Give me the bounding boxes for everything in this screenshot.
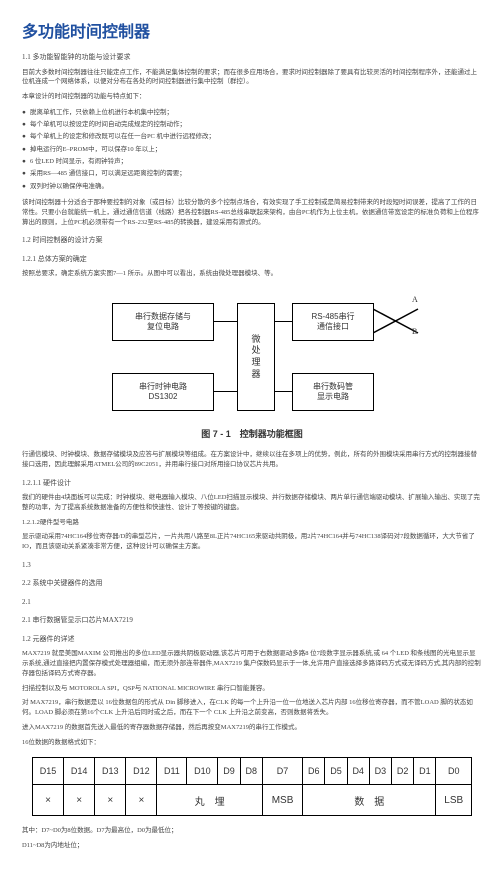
list-item: 采用RS—485 通信接口，可以满足远距离控制的需要； [22, 168, 482, 180]
table-cell: × [126, 785, 157, 816]
label-b: B [412, 327, 417, 336]
paragraph: 扫描控制以及与 MOTOROLA SPI，QSP与 NATIONAL MICRO… [22, 684, 482, 694]
table-cell: D8 [240, 758, 262, 785]
box-label: RS-485串行 [311, 312, 354, 322]
table-cell: D6 [303, 758, 325, 785]
table-cell: D12 [126, 758, 157, 785]
table-cell: D11 [157, 758, 187, 785]
paragraph: 行通信模块、时钟模块、数据存储模块及应答与扩展模块等组成。在方案设计中，继续以往… [22, 450, 482, 470]
table-cell: D3 [369, 758, 391, 785]
diagram-box: 串行数码管 显示电路 [292, 373, 374, 411]
bit-format-table: D15 D14 D13 D12 D11 D10 D9 D8 D7 D6 D5 D… [32, 757, 472, 816]
diagram-box: 串行时钟电路 DS1302 [112, 373, 214, 411]
box-label: 通信接口 [317, 322, 349, 332]
feature-list: 脱离单机工作，只依赖上位机进行本机集中控制； 每个单机可以按设定的时间自动完成规… [22, 107, 482, 193]
box-label: 微 [251, 334, 260, 346]
paragraph: 其中：D7~D0为8位数据。D7为最高位，D0为最低位； [22, 826, 482, 836]
table-cell: × [95, 785, 126, 816]
section-number: 2.1 串行数据管显示口芯片MAX7219 [22, 615, 482, 626]
list-item: 每个单机上的设定和修改既可以在任一台PC 机中进行远程修改； [22, 131, 482, 143]
diagram-box: RS-485串行 通信接口 [292, 303, 374, 341]
table-cell: MSB [262, 785, 302, 816]
box-label: 串行数码管 [313, 382, 353, 392]
paragraph: MAX7219 就是美国MAXIM 公司推出的多位LED显示器共阴极驱动器,该芯… [22, 649, 482, 678]
paragraph: 进入MAX7219 的数据首先送入最低的寄存器数据存储器，然后再按变MAX721… [22, 723, 482, 733]
table-cell: × [64, 785, 95, 816]
box-label: 串行数据存储与 [135, 312, 191, 322]
table-cell: D7 [262, 758, 302, 785]
paragraph: 本章设计的时间控制器的功能与特点如下： [22, 92, 482, 102]
table-row: D15 D14 D13 D12 D11 D10 D9 D8 D7 D6 D5 D… [33, 758, 472, 785]
paragraph: 按照总要求，确定系统方案实图7—1 所示。从图中可以看出，系统由微处理器模块、等… [22, 269, 482, 279]
paragraph: 我们的硬件由4块面板可以完成：时钟模块、继电器输入模块、八位LED扫描显示模块、… [22, 493, 482, 513]
paragraph: 目前大多数时间控制器往往只能定点工作，不能满足集体控制的要求；而在很多应用场合，… [22, 68, 482, 88]
box-label: 器 [251, 369, 260, 381]
box-label: 复位电路 [147, 322, 179, 332]
list-item: 双列时钟以确保停电准确。 [22, 181, 482, 193]
table-cell: D10 [187, 758, 218, 785]
table-cell: D0 [436, 758, 472, 785]
table-cell: D4 [347, 758, 369, 785]
list-item: 脱离单机工作，只依赖上位机进行本机集中控制； [22, 107, 482, 119]
table-cell: × [33, 785, 64, 816]
section-number: 2.1 [22, 597, 482, 608]
table-cell: D15 [33, 758, 64, 785]
paragraph: D11~D8为内地址位； [22, 841, 482, 851]
table-cell: LSB [436, 785, 472, 816]
table-cell: 数 据 [303, 785, 436, 816]
table-cell: D14 [64, 758, 95, 785]
box-label: DS1302 [149, 392, 178, 402]
label-a: A [412, 295, 418, 304]
block-diagram: 串行数据存储与 复位电路 串行时钟电路 DS1302 微 处 理 器 RS-48… [22, 291, 482, 421]
table-cell: D1 [414, 758, 436, 785]
page-title: 多功能时间控制器 [22, 18, 482, 42]
table-cell: D9 [218, 758, 240, 785]
paragraph: 16位数据的数据格式如下： [22, 738, 482, 748]
table-row: × × × × 丸 埋 MSB 数 据 LSB [33, 785, 472, 816]
figure-caption: 图 7 - 1 控制器功能框图 [22, 427, 482, 440]
box-label: 理 [251, 357, 260, 369]
box-label: 显示电路 [317, 392, 349, 402]
section-number: 1.2 时间控制器的设计方案 [22, 235, 482, 246]
list-item: 掉电运行的E–PROM中，可以保存10 年以上； [22, 144, 482, 156]
paragraph: 该时间控制器十分适合于那种要控制的对象（或目标）比较分散的多个控制点场合，有效实… [22, 198, 482, 227]
diagram-box: 串行数据存储与 复位电路 [112, 303, 214, 341]
diagram-box-cpu: 微 处 理 器 [237, 303, 275, 411]
paragraph: 显示驱动采用74HC164移位寄存器/D的串型芯片，一片共用八路至8L正片74H… [22, 532, 482, 552]
section-number: 1.1 多功能智能钟的功能与设计要求 [22, 52, 482, 63]
table-cell: D2 [392, 758, 414, 785]
table-cell: 丸 埋 [157, 785, 262, 816]
section-number: 1.2.1.1 硬件设计 [22, 478, 482, 489]
box-label: 处 [251, 345, 260, 357]
section-number: 1.3 [22, 560, 482, 571]
list-item: 每个单机可以按设定的时间自动完成规定的控制动作； [22, 119, 482, 131]
table-cell: D13 [95, 758, 126, 785]
paragraph: 1.2.1.2硬件型号电路 [22, 518, 482, 528]
section-number: 1.2 元器件的详述 [22, 634, 482, 645]
section-number: 2.2 系统中关键器件的选用 [22, 578, 482, 589]
section-number: 1.2.1 总体方案的确定 [22, 254, 482, 265]
table-cell: D5 [325, 758, 347, 785]
paragraph: 对 MAX7219，串行数据是以 16位数据包的形式从 Din 脚移进入，在CL… [22, 698, 482, 718]
box-label: 串行时钟电路 [139, 382, 187, 392]
list-item: 6 位LED 时间显示，有闹钟铃声； [22, 156, 482, 168]
